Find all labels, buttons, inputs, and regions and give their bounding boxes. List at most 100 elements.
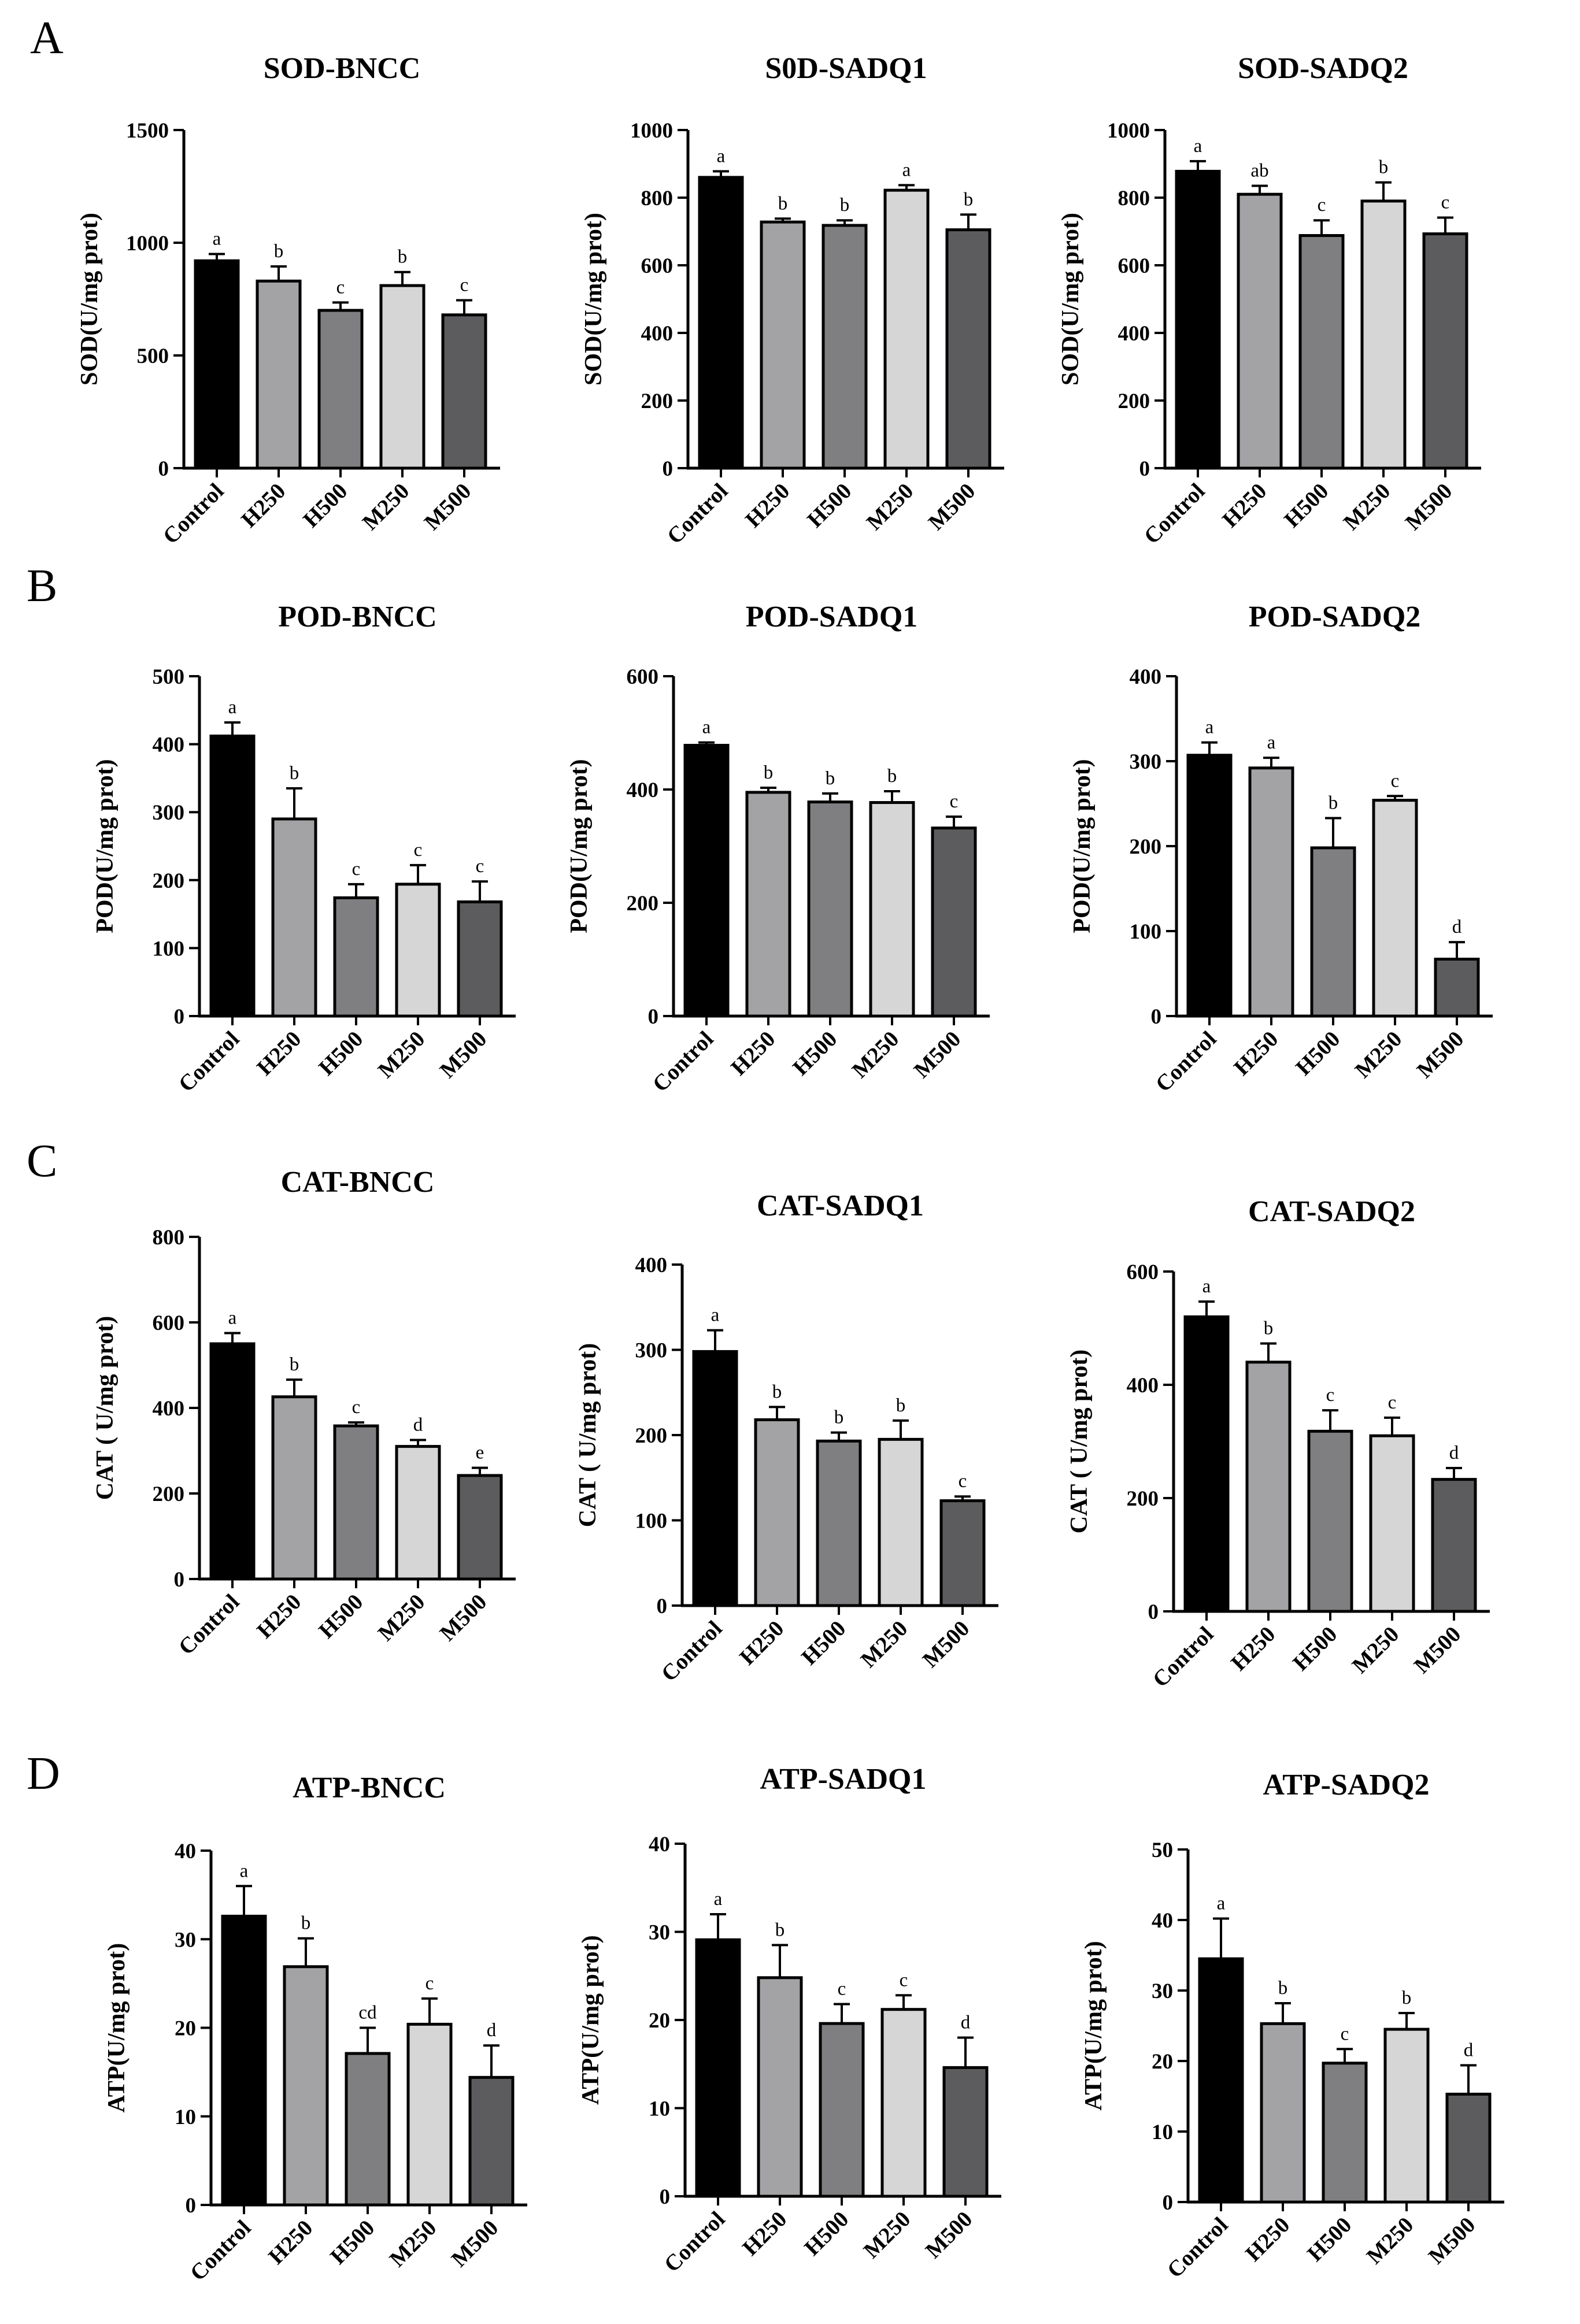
y-tick-label: 0: [174, 1005, 185, 1029]
chart-title: ATP-SADQ1: [760, 1763, 927, 1796]
y-tick-label: 30: [175, 1928, 196, 1952]
bar-control: [692, 1350, 738, 1607]
bar-h500: [819, 2022, 865, 2198]
y-tick-label: 1000: [630, 119, 673, 143]
bar-h250: [1237, 192, 1283, 470]
significance-letter: a: [1202, 1276, 1211, 1297]
bar-h500: [1298, 234, 1345, 470]
x-tick-label: H250: [738, 2207, 791, 2260]
x-tick-label: H250: [1226, 1622, 1280, 1676]
bar-h250: [256, 279, 302, 470]
x-tick-label: H500: [788, 1026, 842, 1080]
panel-label-c: C: [27, 1136, 57, 1187]
y-axis-label: SOD(U/mg prot): [76, 213, 103, 386]
chart-title: CAT-BNCC: [281, 1166, 435, 1199]
x-tick-label: M250: [358, 479, 415, 535]
chart-title: POD-SADQ2: [1249, 601, 1421, 633]
significance-letter: b: [274, 241, 284, 262]
bar-m250: [395, 883, 441, 1018]
significance-letter: a: [717, 146, 726, 166]
y-tick-label: 0: [648, 1005, 659, 1029]
x-tick-label: Control: [663, 479, 733, 549]
y-tick-label: 10: [649, 2097, 670, 2121]
y-axis-label: CAT ( U/mg prot): [575, 1343, 601, 1528]
y-tick-label: 300: [153, 801, 185, 825]
bar-control: [683, 744, 730, 1018]
x-tick-label: H500: [325, 2215, 379, 2269]
y-tick-label: 10: [175, 2106, 196, 2129]
x-tick-label: M500: [918, 1616, 975, 1673]
significance-letter: c: [959, 1471, 967, 1492]
y-tick-label: 400: [1127, 1374, 1159, 1398]
y-axis-label: CAT ( U/mg prot): [92, 1316, 119, 1500]
significance-letter: a: [1194, 136, 1202, 157]
x-tick-label: H500: [1288, 1622, 1342, 1676]
bar-h250: [754, 1418, 800, 1607]
y-axis-label: ATP(U/mg prot): [103, 1943, 130, 2113]
y-tick-label: 1500: [126, 119, 169, 143]
bar-m250: [869, 801, 915, 1018]
bar-h500: [816, 1439, 862, 1607]
x-tick-label: M250: [848, 1026, 904, 1083]
bar-control: [695, 1938, 741, 2198]
bar-control: [209, 1342, 256, 1581]
y-tick-label: 100: [635, 1510, 668, 1533]
x-tick-label: M250: [373, 1589, 430, 1646]
x-tick-label: H250: [741, 479, 794, 532]
y-tick-label: 800: [1118, 187, 1150, 210]
significance-letter: b: [290, 1354, 299, 1375]
y-tick-label: 600: [1127, 1261, 1159, 1284]
y-tick-label: 1000: [1107, 119, 1150, 143]
bar-m500: [457, 900, 503, 1018]
significance-letter: c: [425, 1973, 434, 1994]
chart-title: ATP-SADQ2: [1263, 1769, 1430, 1802]
bar-control: [1186, 754, 1233, 1018]
bar-m250: [1372, 799, 1418, 1018]
x-tick-label: Control: [648, 1026, 719, 1097]
chart-title: CAT-SADQ1: [757, 1189, 924, 1222]
y-tick-label: 400: [153, 1397, 185, 1421]
x-tick-label: M250: [862, 479, 919, 535]
x-tick-label: H250: [1229, 1026, 1283, 1080]
y-tick-label: 200: [635, 1424, 668, 1448]
x-tick-label: M250: [1339, 479, 1396, 535]
bar-h250: [283, 1965, 329, 2207]
x-tick-label: H500: [1279, 479, 1333, 532]
bar-m500: [1422, 232, 1468, 470]
bar-m250: [395, 1445, 441, 1581]
significance-letter: c: [950, 791, 959, 812]
x-tick-label: H500: [298, 479, 352, 532]
bar-m250: [379, 284, 425, 470]
significance-letter: c: [1326, 1385, 1335, 1406]
significance-letter: a: [711, 1305, 720, 1326]
y-tick-label: 1000: [126, 232, 169, 255]
y-tick-label: 500: [153, 665, 185, 689]
y-tick-label: 0: [1151, 1005, 1162, 1029]
panel-label-d: D: [27, 1748, 60, 1799]
bar-control: [1175, 169, 1221, 470]
x-tick-label: H250: [726, 1026, 780, 1080]
x-tick-label: H250: [236, 479, 290, 532]
y-tick-label: 20: [649, 2009, 670, 2033]
bar-h250: [1260, 2022, 1306, 2204]
x-tick-label: M500: [435, 1026, 492, 1083]
y-tick-label: 200: [627, 892, 659, 915]
significance-letter: c: [1441, 192, 1450, 213]
significance-letter: a: [240, 1860, 249, 1881]
bar-h500: [807, 800, 853, 1018]
significance-letter: a: [228, 697, 237, 718]
x-tick-label: M500: [1412, 1026, 1469, 1083]
significance-letter: a: [1217, 1893, 1226, 1914]
bar-m250: [883, 188, 930, 470]
significance-letter: b: [834, 1407, 844, 1428]
significance-letter: c: [838, 1979, 846, 2000]
bar-m500: [1434, 958, 1480, 1018]
significance-letter: b: [1402, 1988, 1412, 2008]
bar-control: [698, 176, 744, 470]
panel-label-a: A: [30, 13, 64, 64]
bar-m250: [880, 2008, 927, 2198]
significance-letter: d: [1464, 2040, 1474, 2060]
x-tick-label: Control: [1148, 1622, 1219, 1692]
significance-letter: b: [826, 768, 835, 789]
